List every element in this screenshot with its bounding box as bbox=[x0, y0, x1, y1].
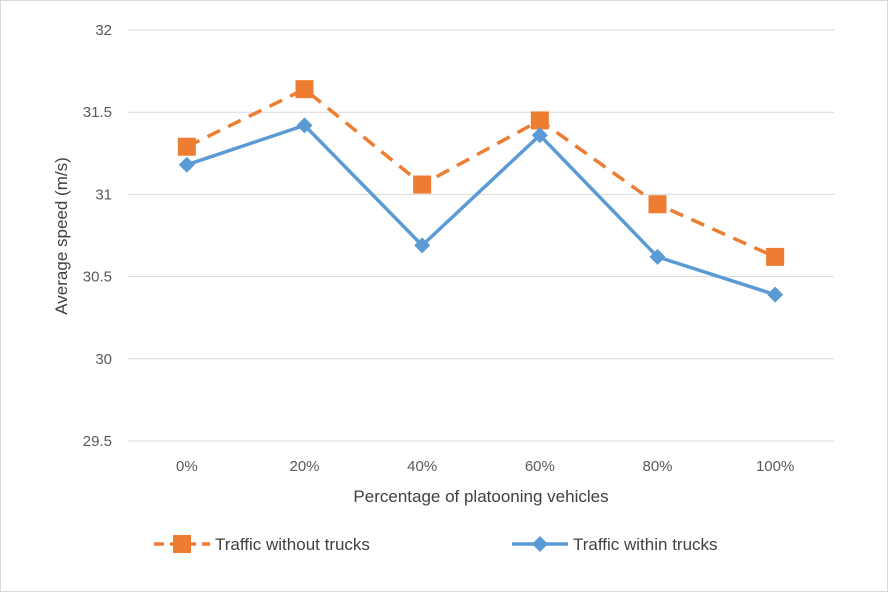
data-point bbox=[767, 286, 784, 303]
x-tick-label: 100% bbox=[756, 458, 794, 475]
series-2 bbox=[178, 117, 784, 303]
y-tick-label: 32 bbox=[95, 22, 112, 39]
data-point bbox=[178, 156, 195, 173]
x-tick-label: 0% bbox=[176, 458, 198, 475]
legend-marker bbox=[173, 535, 191, 553]
data-point bbox=[414, 237, 431, 254]
y-tick-label: 31.5 bbox=[83, 104, 112, 121]
x-axis-title: Percentage of platooning vehicles bbox=[353, 487, 608, 506]
legend: Traffic without trucks Traffic within tru… bbox=[154, 535, 718, 554]
series-1 bbox=[177, 80, 785, 266]
legend-label: Traffic without trucks bbox=[215, 535, 370, 554]
legend-marker bbox=[532, 536, 548, 552]
data-point bbox=[766, 247, 785, 266]
x-tick-label: 20% bbox=[289, 458, 319, 475]
y-tick-label: 30 bbox=[95, 351, 112, 368]
data-point bbox=[177, 137, 196, 156]
y-axis-ticks: 29.5 30 30.5 31 31.5 32 bbox=[83, 22, 112, 450]
data-point bbox=[530, 111, 549, 130]
y-tick-label: 29.5 bbox=[83, 433, 112, 450]
x-tick-label: 40% bbox=[407, 458, 437, 475]
data-point bbox=[295, 80, 314, 99]
legend-item-1: Traffic without trucks bbox=[154, 535, 370, 554]
legend-item-2: Traffic within trucks bbox=[512, 535, 718, 554]
x-axis-ticks: 0% 20% 40% 60% 80% 100% bbox=[176, 458, 794, 475]
y-tick-label: 31 bbox=[95, 186, 112, 203]
x-tick-label: 80% bbox=[642, 458, 672, 475]
y-axis-title: Average speed (m/s) bbox=[52, 157, 71, 314]
y-tick-label: 30.5 bbox=[83, 269, 112, 286]
series-group bbox=[177, 80, 785, 303]
series-line bbox=[186, 123, 776, 297]
data-point bbox=[648, 195, 667, 214]
legend-label: Traffic within trucks bbox=[573, 535, 718, 554]
data-point bbox=[413, 175, 432, 194]
data-point bbox=[296, 117, 313, 134]
data-point bbox=[649, 248, 666, 265]
x-tick-label: 60% bbox=[525, 458, 555, 475]
series-line bbox=[186, 87, 776, 259]
gridlines bbox=[128, 29, 834, 442]
data-point bbox=[531, 127, 548, 144]
